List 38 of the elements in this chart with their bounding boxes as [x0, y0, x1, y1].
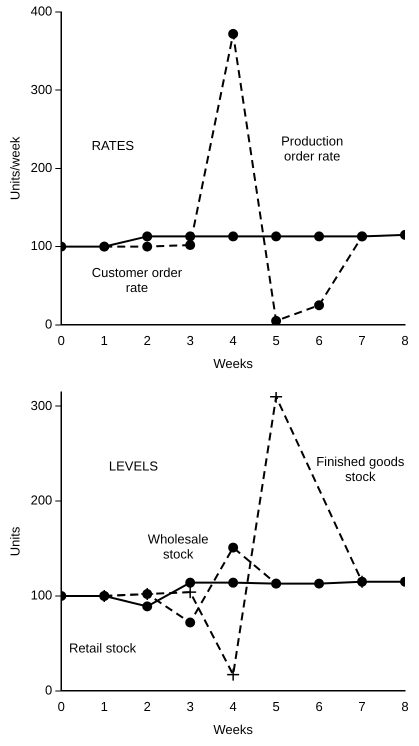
y-tick-label: 200	[30, 492, 52, 508]
y-tick-label: 0	[45, 316, 52, 332]
y-tick-label: 300	[30, 82, 52, 97]
x-tick-label: 8	[401, 699, 409, 714]
x-tick-label: 4	[230, 333, 237, 348]
y-axis-title: Units	[7, 526, 22, 556]
series-label: Customer order rate	[92, 265, 183, 296]
x-tick-label: 1	[100, 699, 108, 714]
x-tick-label: 0	[58, 699, 65, 714]
x-axis-title: Weeks	[213, 356, 254, 371]
series-label: Finished goods stock	[316, 454, 405, 484]
x-axis-title: Weeks	[213, 722, 254, 737]
x-tick-label: 4	[230, 699, 237, 714]
x-tick-label: 7	[358, 333, 366, 348]
x-tick-label: 6	[315, 333, 323, 348]
x-tick-label: 3	[186, 333, 194, 348]
x-tick-label: 7	[358, 699, 366, 714]
x-tick-label: 5	[272, 699, 280, 714]
x-tick-label: 0	[58, 333, 65, 348]
y-axis-title: Units/week	[7, 136, 22, 200]
x-tick-label: 2	[144, 699, 151, 714]
x-tick-label: 6	[315, 699, 323, 714]
x-tick-label: 3	[186, 699, 194, 714]
y-tick-label: 100	[30, 588, 52, 603]
x-tick-label: 1	[100, 333, 108, 348]
text: Retail stock	[68, 640, 137, 656]
y-tick-label: 0	[45, 682, 52, 698]
y-tick-label: 200	[30, 160, 52, 175]
x-tick-label: 2	[144, 333, 151, 348]
annotation: RATES	[92, 138, 134, 154]
y-tick-label: 100	[30, 238, 52, 254]
text: Production order rate	[281, 134, 344, 164]
y-tick-label: 300	[30, 398, 52, 413]
x-tick-label: 8	[401, 333, 409, 348]
y-tick-label: 400	[30, 4, 52, 19]
series-label: Wholesale stock	[148, 531, 209, 562]
annotation: LEVELS	[108, 458, 158, 474]
x-tick-label: 5	[272, 333, 280, 348]
